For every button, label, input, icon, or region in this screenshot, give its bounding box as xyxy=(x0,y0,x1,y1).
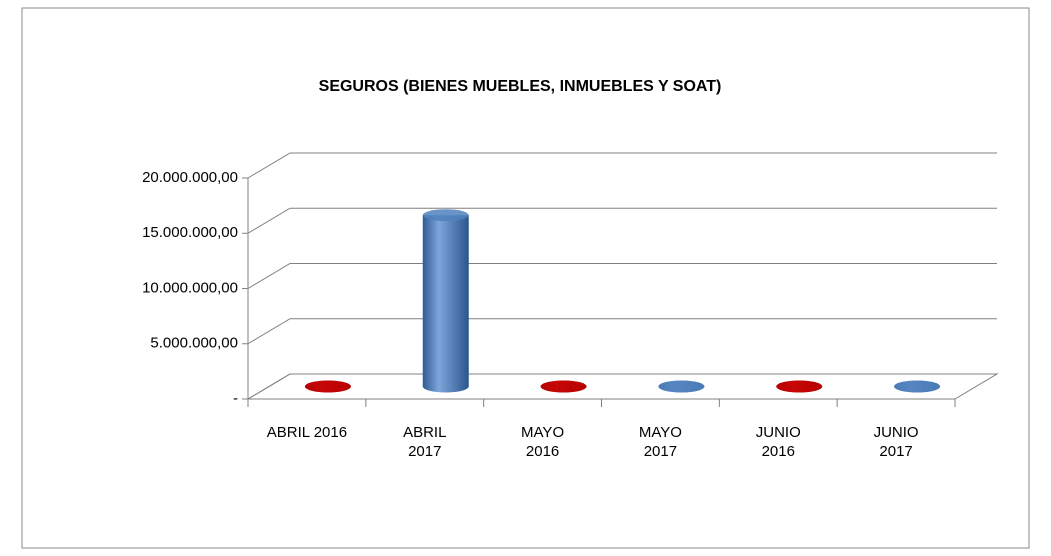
bar xyxy=(422,209,469,393)
x-tick-label: JUNIO 2017 xyxy=(873,424,919,460)
x-tick-label: ABRIL 2016 xyxy=(266,424,348,441)
chart-border xyxy=(21,7,1030,549)
x-tick-label: JUNIO 2016 xyxy=(755,424,801,460)
bar-body xyxy=(422,215,469,387)
bar xyxy=(304,380,351,393)
bar-top xyxy=(304,380,351,393)
bar-top xyxy=(658,380,705,393)
grid-line xyxy=(247,373,997,400)
y-tick-label: 5.000.000,00 xyxy=(150,335,238,352)
x-tick-label: MAYO 2016 xyxy=(521,424,565,460)
chart-title: SEGUROS (BIENES MUEBLES, INMUEBLES Y SOA… xyxy=(319,78,722,95)
y-tick-label: 10.000.000,00 xyxy=(142,279,238,296)
y-tick-label: 20.000.000,00 xyxy=(142,169,238,186)
x-tick-label: ABRIL 2017 xyxy=(403,424,447,460)
bar-top xyxy=(776,380,823,393)
bar-top xyxy=(894,380,941,393)
grid-line xyxy=(247,263,997,289)
grid-line xyxy=(247,318,997,345)
bar xyxy=(658,380,705,393)
x-tick-label: MAYO 2017 xyxy=(638,424,682,460)
grid-line xyxy=(247,207,997,234)
y-tick-label: 15.000.000,00 xyxy=(142,224,238,241)
bar xyxy=(776,380,823,393)
bar xyxy=(540,380,587,393)
y-tick-label: - xyxy=(233,390,238,407)
grid-line xyxy=(247,152,997,179)
bar-top xyxy=(422,209,469,222)
bar-top xyxy=(540,380,587,393)
bar xyxy=(894,380,941,393)
